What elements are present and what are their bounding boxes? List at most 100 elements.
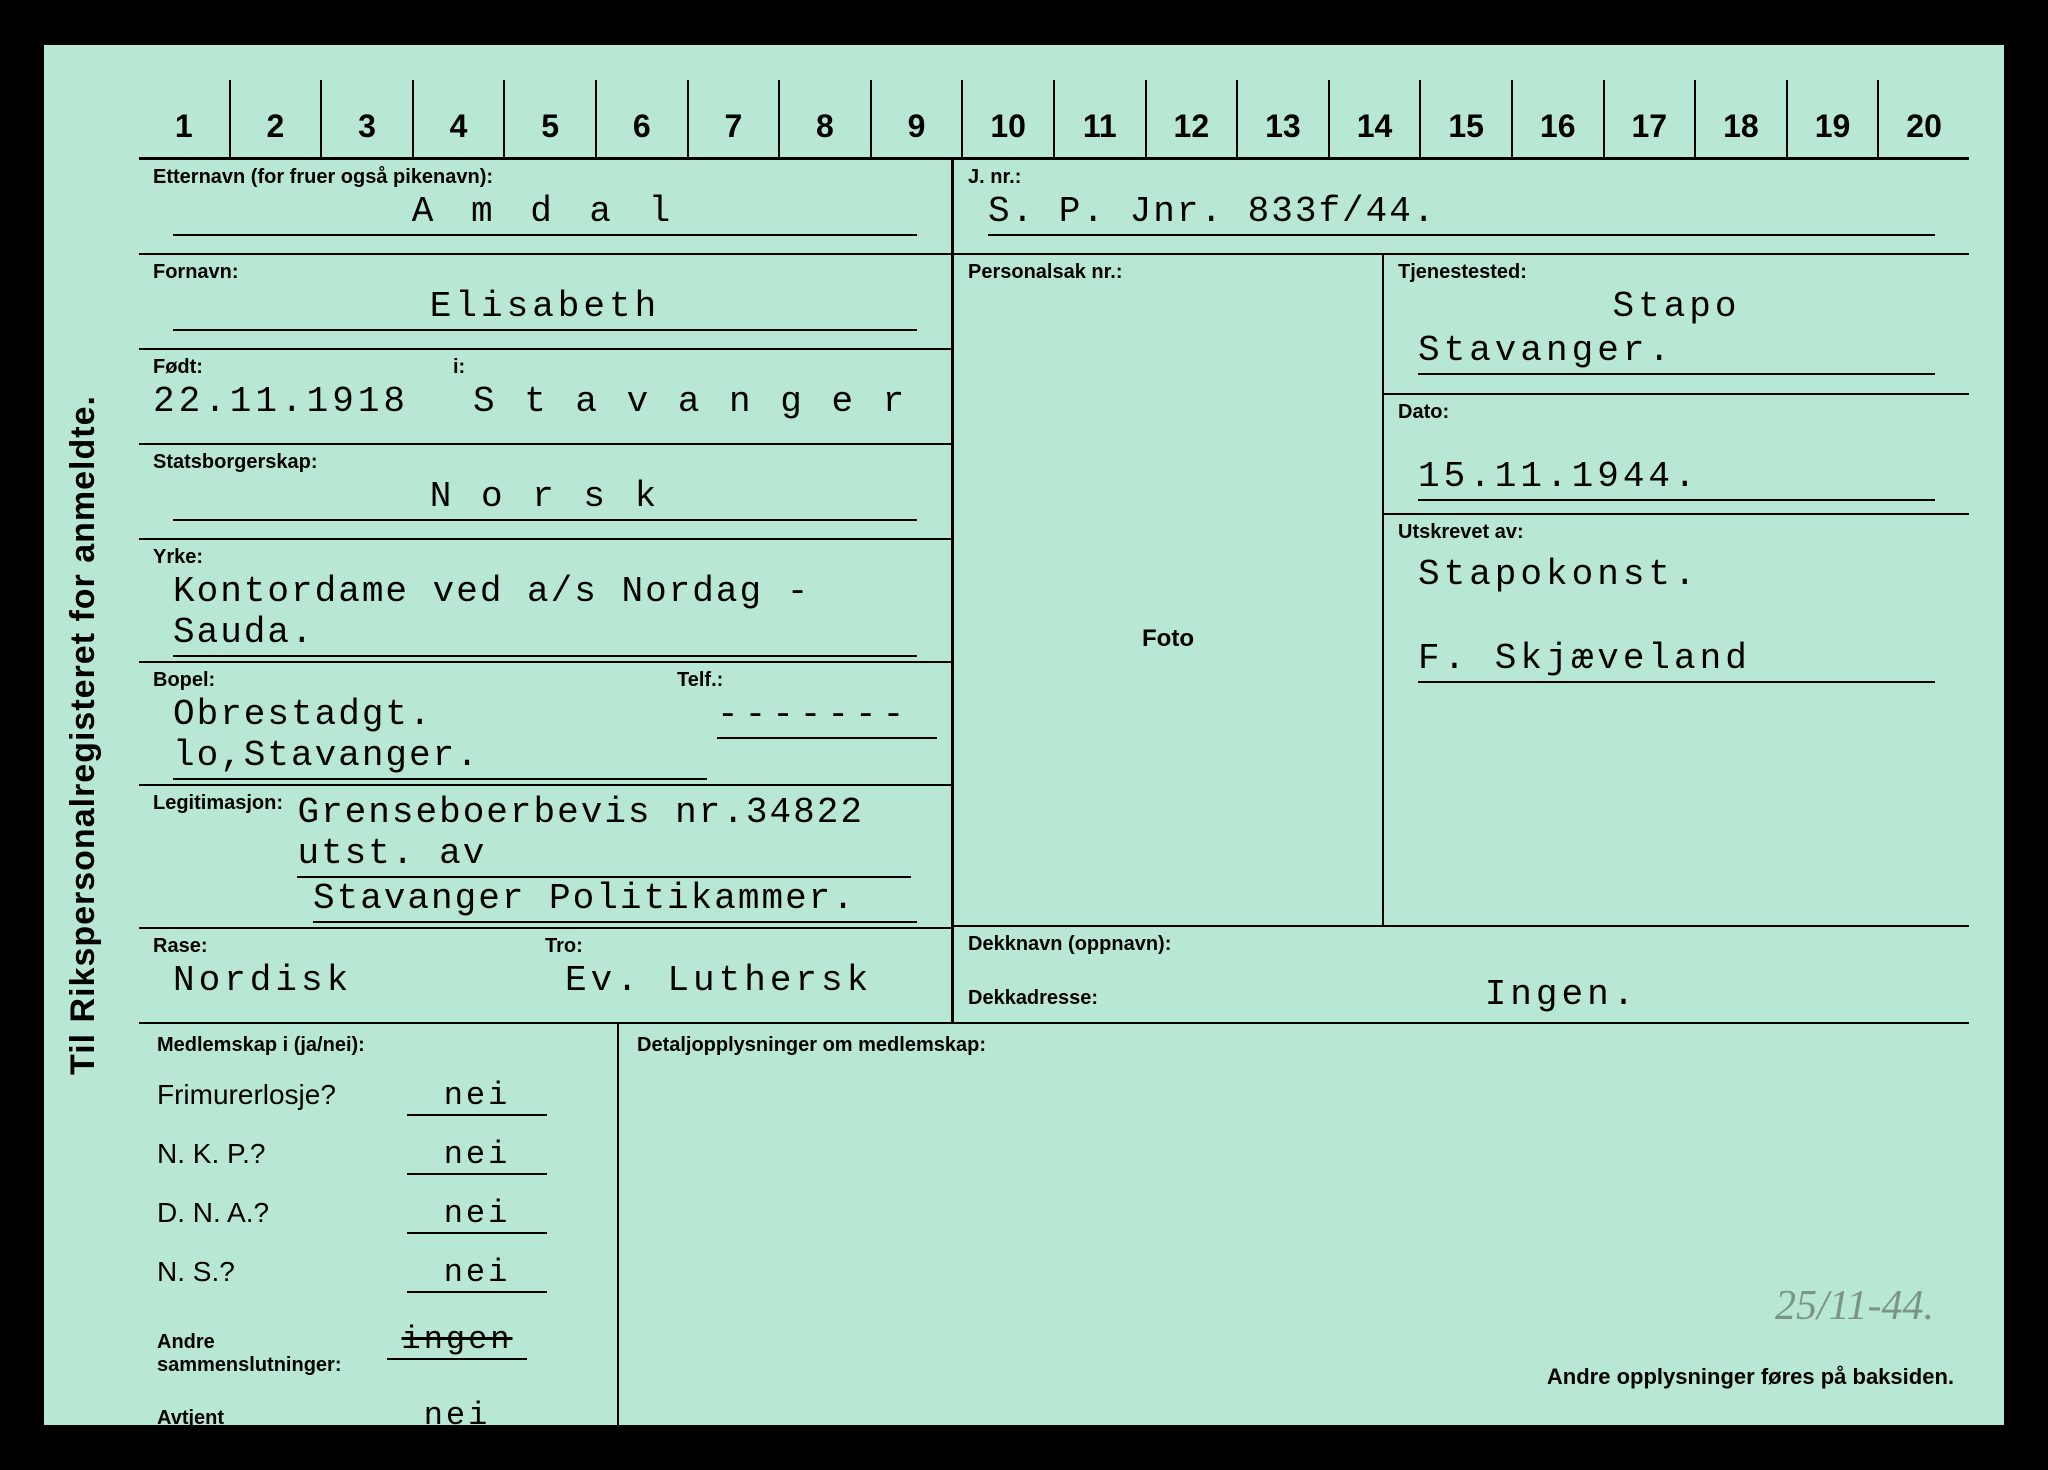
label-dato: Dato: — [1398, 401, 1955, 424]
ruler-cell: 20 — [1879, 80, 1969, 157]
mem-q3: D. N. A.? — [157, 1197, 407, 1229]
mem-row-ns: N. S.? nei — [157, 1254, 599, 1293]
label-yrke: Yrke: — [153, 546, 937, 569]
ruler-scale: 1234567891011121314151617181920 — [139, 80, 1969, 160]
value-dekknavn: Ingen. — [1188, 974, 1935, 1018]
footer-note: Andre opplysninger føres på baksiden. — [1547, 1364, 1954, 1390]
value-tjenestested-1: Stapo — [1418, 286, 1935, 330]
field-etternavn: Etternavn (for fruer også pikenavn): A m… — [139, 160, 954, 255]
label-fodt: Født: — [153, 356, 453, 379]
ruler-cell: 13 — [1238, 80, 1330, 157]
label-jnr: J. nr.: — [968, 166, 1955, 189]
label-utskrevet: Utskrevet av: — [1398, 521, 1955, 544]
foto-box: Foto — [954, 350, 1384, 927]
mem-row-nkp: N. K. P.? nei — [157, 1136, 599, 1175]
mem-row-dna: D. N. A.? nei — [157, 1195, 599, 1234]
ruler-cell: 16 — [1513, 80, 1605, 157]
value-rase: Nordisk — [173, 960, 525, 1004]
mem-row-frimurer: Frimurerlosje? nei — [157, 1077, 599, 1116]
label-foto: Foto — [1142, 625, 1194, 653]
value-utskrevet-1: Stapokonst. — [1418, 554, 1935, 598]
mem-q6: Avtjentarbeidstjeneste: — [157, 1407, 387, 1453]
ruler-cell: 6 — [597, 80, 689, 157]
ruler-cell: 7 — [689, 80, 781, 157]
ruler-cell: 1 — [139, 80, 231, 157]
handwritten-note: 25/11-44. — [1775, 1282, 1934, 1330]
field-fornavn: Fornavn: Elisabeth — [139, 255, 954, 350]
label-personalsak: Personalsak nr.: — [968, 261, 1368, 284]
mem-a6: nei — [387, 1397, 527, 1436]
ruler-cell: 12 — [1147, 80, 1239, 157]
field-dato: Dato: 15.11.1944. — [1384, 395, 1969, 515]
label-medlemskap: Medlemskap i (ja/nei): — [157, 1034, 599, 1057]
value-tro: Ev. Luthersk — [565, 960, 917, 1004]
value-jnr: S. P. Jnr. 833f/44. — [988, 191, 1935, 236]
label-detalj: Detaljopplysninger om medlemskap: — [637, 1034, 1951, 1057]
ruler-cell: 5 — [505, 80, 597, 157]
nsr-mark: N. S. R. — [639, 1423, 702, 1444]
label-tjenestested: Tjenestested: — [1398, 261, 1955, 284]
value-dato: 15.11.1944. — [1418, 456, 1935, 501]
label-fornavn: Fornavn: — [153, 261, 937, 284]
value-legitimasjon-2: Stavanger Politikammer. — [313, 878, 917, 923]
ruler-cell: 17 — [1605, 80, 1697, 157]
label-fodt-i: i: — [453, 356, 937, 379]
ruler-cell: 4 — [414, 80, 506, 157]
label-dekknavn: Dekknavn (oppnavn): — [968, 933, 1955, 956]
value-fodt-dato: 22.11.1918 — [153, 381, 453, 425]
value-fodt-sted: S t a v a n g e r — [473, 381, 937, 425]
value-bopel: Obrestadgt. lo,Stavanger. — [173, 694, 707, 780]
field-yrke: Yrke: Kontordame ved a/s Nordag - Sauda. — [139, 540, 954, 663]
ruler-cell: 14 — [1330, 80, 1422, 157]
field-rase-tro: Rase: Nordisk Tro: Ev. Luthersk — [139, 929, 954, 1024]
mem-q1: Frimurerlosje? — [157, 1079, 407, 1111]
mem-q2: N. K. P.? — [157, 1138, 407, 1170]
mem-q4: N. S.? — [157, 1256, 407, 1288]
vertical-title: Til Rikspersonalregisteret for anmeldte. — [64, 395, 103, 1075]
field-fodt: Født: 22.11.1918 i: S t a v a n g e r — [139, 350, 954, 445]
field-utskrevet: Utskrevet av: Stapokonst. F. Skjæveland — [1384, 515, 1969, 927]
mem-a1: nei — [407, 1077, 547, 1116]
value-utskrevet-2: F. Skjæveland — [1418, 638, 1935, 683]
label-statsborgerskap: Statsborgerskap: — [153, 451, 937, 474]
field-jnr: J. nr.: S. P. Jnr. 833f/44. — [954, 160, 1969, 255]
mem-q5: Andresammenslutninger: — [157, 1331, 387, 1377]
mem-a2: nei — [407, 1136, 547, 1175]
field-dekknavn: Dekknavn (oppnavn): Dekkadresse: Ingen. — [954, 927, 1969, 1024]
registration-card: Til Rikspersonalregisteret for anmeldte.… — [44, 45, 2004, 1425]
field-bopel: Bopel: Telf.: Obrestadgt. lo,Stavanger. … — [139, 663, 954, 786]
value-etternavn: A m d a l — [173, 191, 917, 236]
ruler-cell: 18 — [1696, 80, 1788, 157]
mem-row-avtjent: Avtjentarbeidstjeneste: nei — [157, 1397, 599, 1453]
field-statsborgerskap: Statsborgerskap: N o r s k — [139, 445, 954, 540]
value-legitimasjon-1: Grenseboerbevis nr.34822 utst. av — [297, 792, 911, 878]
label-legitimasjon: Legitimasjon: — [153, 792, 283, 814]
mem-a5: ingen — [387, 1321, 527, 1360]
ruler-cell: 19 — [1788, 80, 1880, 157]
label-rase: Rase: — [153, 935, 545, 958]
label-telf: Telf.: — [677, 669, 937, 692]
value-tjenestested-2: Stavanger. — [1418, 330, 1935, 375]
ruler-cell: 11 — [1055, 80, 1147, 157]
mem-a4: nei — [407, 1254, 547, 1293]
field-legitimasjon: Legitimasjon: Grenseboerbevis nr.34822 u… — [139, 786, 954, 929]
value-fornavn: Elisabeth — [173, 286, 917, 331]
value-telf: ------- — [717, 694, 937, 739]
mem-a3: nei — [407, 1195, 547, 1234]
ruler-cell: 3 — [322, 80, 414, 157]
ruler-cell: 8 — [780, 80, 872, 157]
field-personalsak: Personalsak nr.: — [954, 255, 1384, 350]
label-bopel: Bopel: — [153, 669, 677, 692]
label-tro: Tro: — [545, 935, 937, 958]
label-etternavn: Etternavn (for fruer også pikenavn): — [153, 166, 937, 189]
value-yrke: Kontordame ved a/s Nordag - Sauda. — [173, 571, 917, 657]
label-dekkadresse: Dekkadresse: — [968, 987, 1168, 1010]
ruler-cell: 2 — [231, 80, 323, 157]
membership-section: Medlemskap i (ja/nei): Frimurerlosje? ne… — [139, 1024, 619, 1454]
mem-row-andre: Andresammenslutninger: ingen — [157, 1321, 599, 1377]
value-statsborgerskap: N o r s k — [173, 476, 917, 521]
ruler-cell: 10 — [963, 80, 1055, 157]
field-tjenestested: Tjenestested: Stapo Stavanger. — [1384, 255, 1969, 395]
ruler-cell: 9 — [872, 80, 964, 157]
ruler-cell: 15 — [1421, 80, 1513, 157]
